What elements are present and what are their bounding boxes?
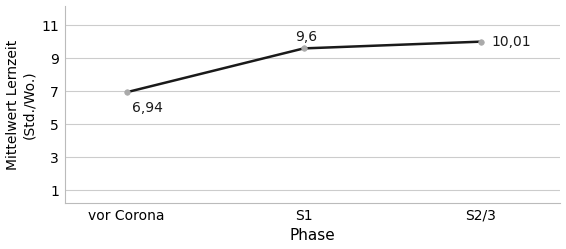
X-axis label: Phase: Phase xyxy=(290,228,336,244)
Text: 9,6: 9,6 xyxy=(295,30,317,44)
Y-axis label: Mittelwert Lernzeit
(Std./Wo.): Mittelwert Lernzeit (Std./Wo.) xyxy=(6,39,36,170)
Text: 6,94: 6,94 xyxy=(132,101,163,115)
Text: 10,01: 10,01 xyxy=(491,35,531,50)
